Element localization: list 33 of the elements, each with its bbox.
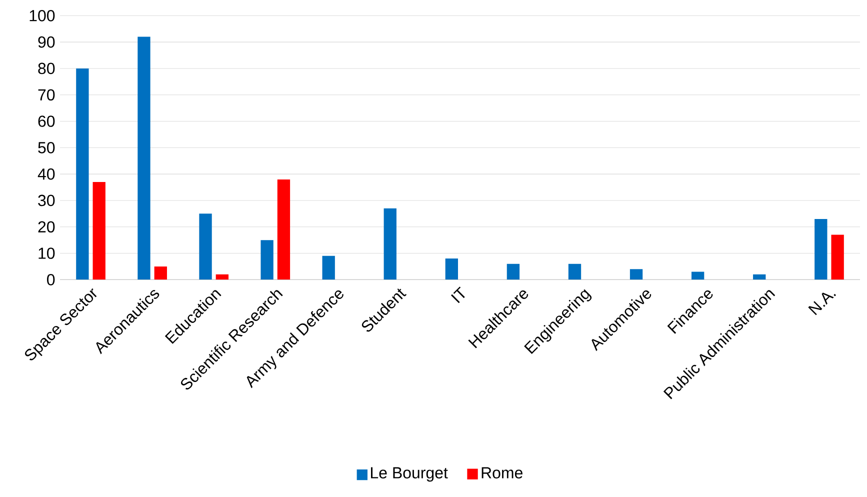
x-tick-label: N.A. — [808, 292, 836, 316]
bar — [384, 208, 396, 280]
legend-label: Rome — [482, 467, 522, 478]
y-tick-label: 20 — [38, 221, 55, 233]
bar — [506, 264, 520, 280]
bar — [277, 179, 290, 280]
y-tick-label: 70 — [38, 89, 55, 101]
bar — [691, 272, 704, 280]
bar — [154, 266, 167, 280]
bar — [322, 256, 335, 280]
y-tick-label: 50 — [38, 142, 55, 154]
bar — [814, 218, 828, 280]
x-tick-label: IT — [451, 286, 465, 304]
y-tick-label: 80 — [38, 62, 55, 74]
bar — [831, 234, 844, 280]
y-tick-label: 90 — [38, 36, 55, 48]
y-tick-label: 40 — [38, 168, 55, 180]
bar — [138, 36, 150, 280]
bar — [568, 264, 582, 280]
bar — [445, 258, 458, 280]
bar — [76, 68, 89, 280]
bar — [753, 274, 766, 280]
bar — [92, 182, 106, 280]
y-tick-label: 10 — [38, 248, 55, 259]
y-tick-label: 0 — [47, 274, 55, 286]
bar — [630, 269, 643, 280]
bar — [260, 240, 274, 280]
bar — [199, 214, 212, 280]
bar — [216, 274, 229, 280]
y-tick-label: 100 — [30, 10, 55, 22]
y-tick-label: 60 — [38, 116, 55, 127]
legend-label: Le Bourget — [371, 467, 448, 482]
y-tick-label: 30 — [38, 194, 55, 206]
